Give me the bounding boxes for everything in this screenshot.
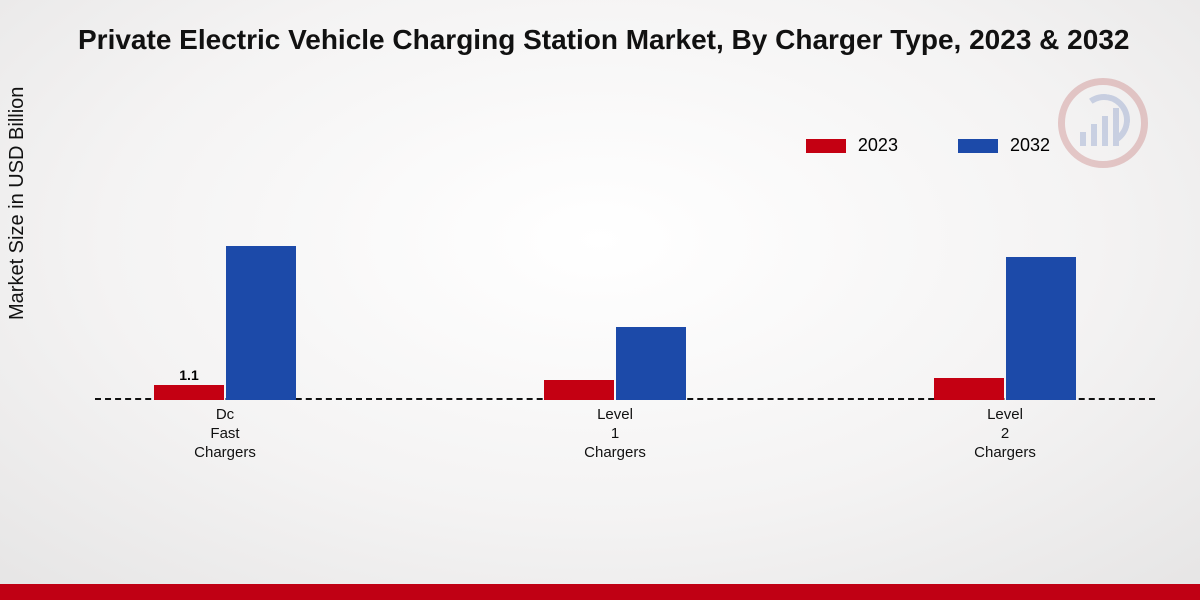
bar-2023-level_2: [934, 378, 1004, 400]
legend: 2023 2032: [806, 135, 1050, 156]
bar-2032-dc_fast: [226, 246, 296, 400]
legend-swatch-2023: [806, 139, 846, 153]
legend-item-2023: 2023: [806, 135, 898, 156]
legend-item-2032: 2032: [958, 135, 1050, 156]
category-label-level_1: Level1Chargers: [515, 400, 715, 462]
y-axis-label: Market Size in USD Billion: [6, 87, 29, 320]
legend-label-2032: 2032: [1010, 135, 1050, 156]
bar-2032-level_2: [1006, 257, 1076, 400]
legend-swatch-2032: [958, 139, 998, 153]
chart-title: Private Electric Vehicle Charging Statio…: [78, 22, 1160, 57]
watermark-logo: [1058, 78, 1148, 168]
footer-accent-bar: [0, 584, 1200, 600]
category-label-dc_fast: DcFastChargers: [125, 400, 325, 462]
plot-area: 1.1DcFastChargers Level1Chargers Level2Cha…: [95, 180, 1155, 400]
category-group-level_1: Level1Chargers: [515, 327, 715, 400]
bar-2032-level_1: [616, 327, 686, 400]
category-group-dc_fast: 1.1DcFastChargers: [125, 246, 325, 400]
legend-label-2023: 2023: [858, 135, 898, 156]
bar-2023-dc_fast: 1.1: [154, 385, 224, 400]
category-group-level_2: Level2Chargers: [905, 257, 1105, 400]
category-label-level_2: Level2Chargers: [905, 400, 1105, 462]
bar-2023-level_1: [544, 380, 614, 400]
bar-value-label: 1.1: [179, 367, 198, 383]
